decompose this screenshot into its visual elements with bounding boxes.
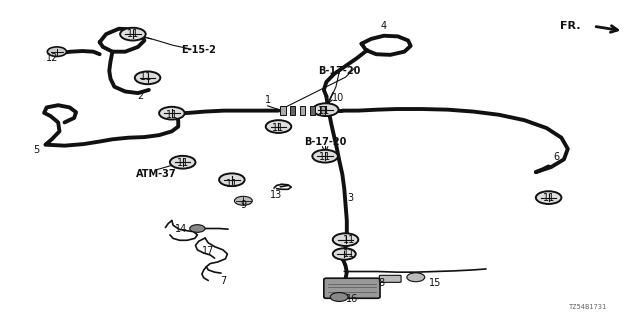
Circle shape [407, 273, 425, 282]
Text: 1: 1 [264, 95, 271, 105]
Text: 11: 11 [226, 179, 238, 189]
Text: 10: 10 [332, 93, 344, 103]
Circle shape [47, 47, 67, 56]
Circle shape [189, 225, 205, 232]
Text: 11: 11 [317, 106, 330, 116]
Bar [310, 106, 316, 116]
Bar [291, 106, 296, 116]
Circle shape [333, 233, 358, 246]
Text: B-17-20: B-17-20 [318, 66, 360, 76]
Text: 11: 11 [177, 158, 189, 168]
Text: TZ54B1731: TZ54B1731 [569, 304, 607, 309]
Text: FR.: FR. [560, 21, 580, 31]
Text: 11: 11 [543, 193, 555, 203]
FancyBboxPatch shape [324, 278, 380, 298]
Text: 11: 11 [140, 72, 152, 82]
Text: 11: 11 [319, 152, 332, 162]
Text: 11: 11 [342, 235, 355, 245]
Text: 4: 4 [381, 21, 387, 31]
Text: 6: 6 [553, 152, 559, 162]
Text: 8: 8 [378, 278, 385, 288]
Circle shape [312, 150, 338, 163]
Bar [300, 106, 305, 116]
Text: E-15-2: E-15-2 [181, 45, 216, 55]
Text: 15: 15 [429, 278, 441, 288]
Bar [320, 106, 325, 116]
Circle shape [120, 28, 146, 41]
Circle shape [266, 120, 291, 133]
Text: 11: 11 [127, 29, 140, 39]
Text: 3: 3 [348, 193, 354, 203]
Circle shape [333, 248, 356, 260]
Text: 11: 11 [272, 123, 284, 133]
Text: 9: 9 [240, 200, 246, 210]
Bar [280, 106, 285, 116]
Text: 14: 14 [175, 223, 187, 234]
Text: 16: 16 [346, 293, 358, 304]
Circle shape [536, 191, 561, 204]
Text: B-17-20: B-17-20 [304, 138, 346, 148]
Circle shape [234, 196, 252, 205]
Text: 7: 7 [220, 276, 226, 286]
Circle shape [170, 156, 195, 169]
Circle shape [330, 292, 348, 301]
Circle shape [219, 173, 244, 186]
Text: 11: 11 [166, 110, 178, 120]
Text: 11: 11 [342, 249, 355, 259]
Text: 2: 2 [137, 91, 143, 101]
Text: ATM-37: ATM-37 [136, 169, 177, 179]
Text: 5: 5 [33, 146, 40, 156]
FancyBboxPatch shape [380, 275, 401, 282]
Text: 17: 17 [202, 246, 214, 256]
Text: 12: 12 [45, 53, 58, 63]
Circle shape [135, 71, 161, 84]
Text: 13: 13 [271, 190, 283, 200]
Circle shape [159, 107, 184, 120]
Circle shape [313, 103, 339, 116]
